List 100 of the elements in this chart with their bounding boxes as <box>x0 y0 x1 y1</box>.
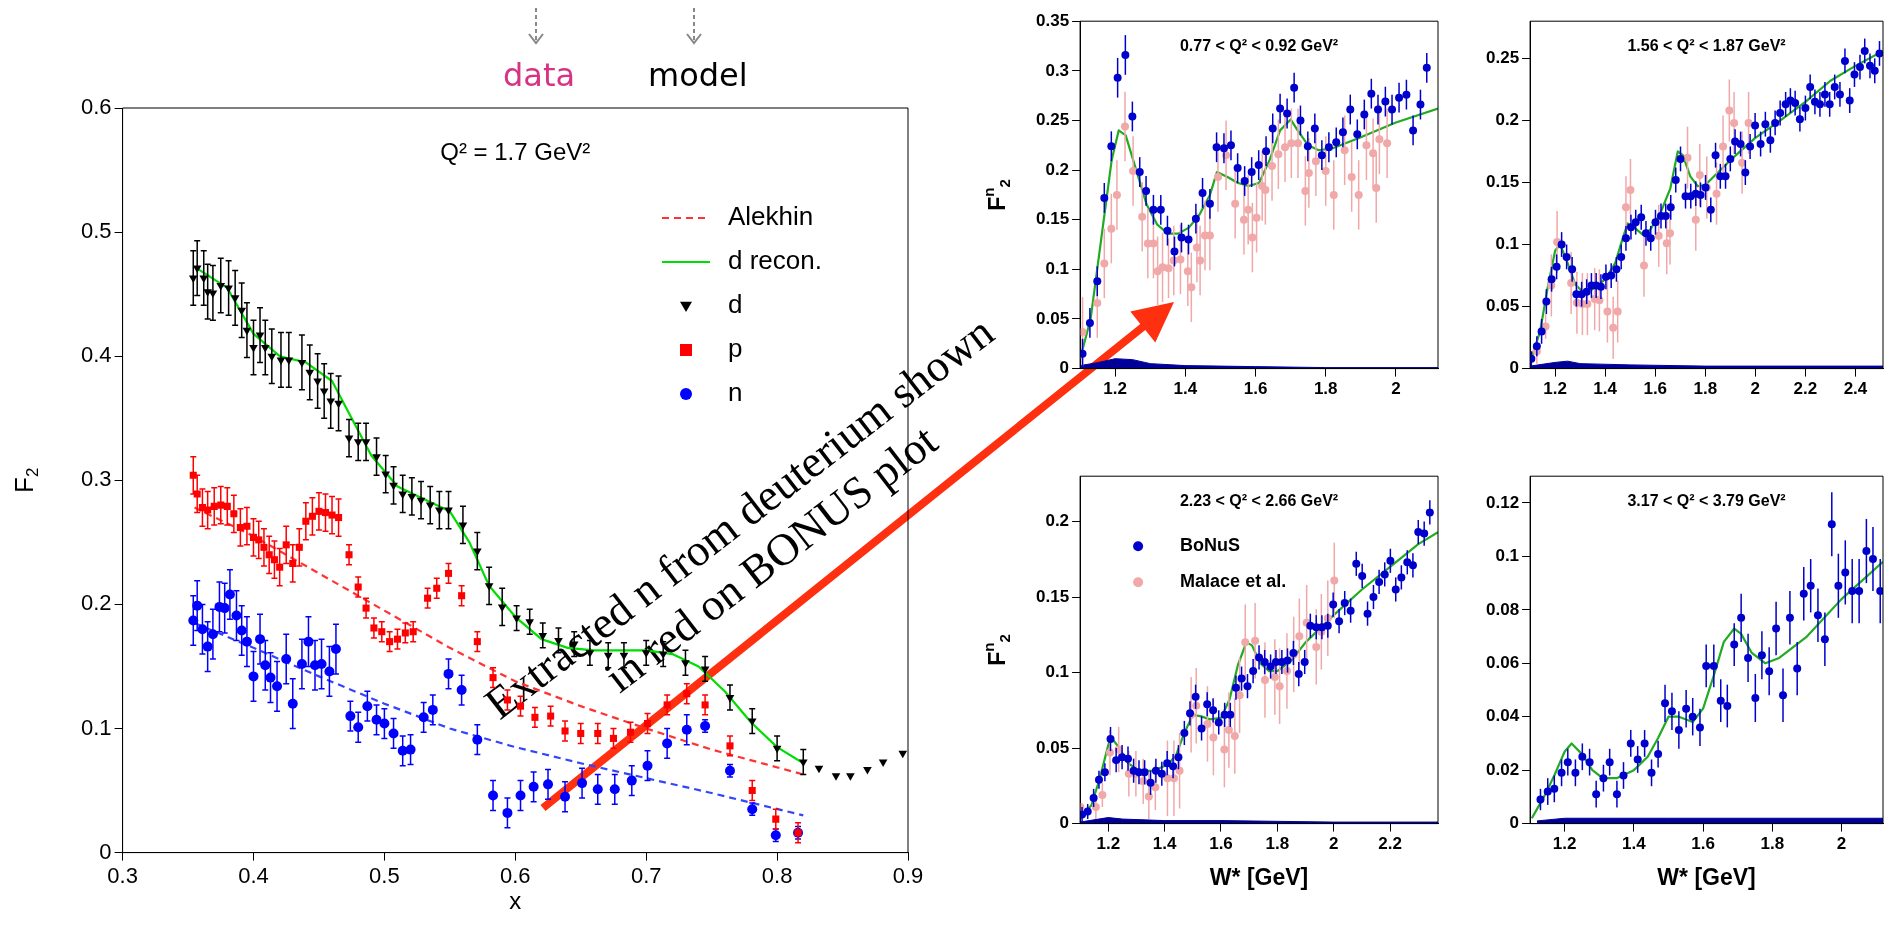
point <box>1149 239 1158 248</box>
point <box>1395 93 1404 102</box>
y-tick-label: 0.15 <box>1035 209 1070 229</box>
x-tick-label: 2 <box>1328 834 1339 854</box>
point <box>1374 105 1382 114</box>
point <box>1855 587 1864 596</box>
point <box>1785 613 1794 622</box>
point <box>267 353 277 362</box>
point <box>424 594 432 602</box>
point <box>1290 83 1299 92</box>
y-tick-label: 0.1 <box>1495 546 1520 566</box>
point <box>1209 733 1218 742</box>
point <box>1626 185 1635 194</box>
x-tick-label: 1.2 <box>1552 834 1577 854</box>
point <box>1233 164 1242 173</box>
point <box>560 791 571 802</box>
point <box>577 778 588 789</box>
y-axis-title: Fn2 <box>979 179 1014 211</box>
legend-label: d recon. <box>728 245 822 276</box>
point <box>386 638 394 646</box>
point <box>1230 732 1239 740</box>
point <box>1203 719 1212 728</box>
x-tick-label: 1.6 <box>1243 379 1268 399</box>
point <box>1683 153 1692 162</box>
point <box>276 357 286 365</box>
point <box>1247 168 1256 177</box>
point <box>388 728 399 739</box>
point <box>345 551 353 559</box>
point <box>1550 784 1559 793</box>
point <box>1311 157 1320 166</box>
y-tick-label: 0.4 <box>80 342 112 368</box>
point <box>1261 185 1270 194</box>
point <box>231 610 242 621</box>
point <box>814 765 824 774</box>
y-tick-label: 0.1 <box>1045 662 1070 682</box>
point <box>1192 243 1201 252</box>
point <box>393 635 402 643</box>
point <box>1702 661 1711 670</box>
point <box>1848 587 1857 596</box>
point <box>370 624 378 632</box>
point <box>282 541 290 549</box>
point <box>663 701 671 709</box>
point <box>243 522 251 530</box>
point <box>1138 212 1147 221</box>
point <box>1737 613 1746 622</box>
point <box>561 727 569 735</box>
point <box>1317 151 1326 160</box>
point <box>543 779 554 790</box>
point <box>1772 624 1781 633</box>
point <box>305 369 315 378</box>
point <box>1226 141 1235 150</box>
point <box>1252 213 1261 222</box>
point <box>1275 682 1284 691</box>
point <box>1177 233 1186 242</box>
y-tick-label: 0.05 <box>1035 737 1070 757</box>
y-tick-label: 0.2 <box>1045 159 1070 179</box>
point <box>1332 138 1341 147</box>
point <box>1536 795 1545 804</box>
point <box>1691 215 1700 224</box>
x-tick-label: 0.9 <box>892 862 924 888</box>
point <box>1321 167 1330 176</box>
point <box>642 760 653 771</box>
point <box>1757 651 1766 660</box>
point <box>1283 109 1292 118</box>
point <box>577 729 585 737</box>
text: 1.56 < Q² < 1.87 GeV² <box>1627 36 1786 54</box>
x-tick-label: 1.4 <box>1173 379 1198 399</box>
point <box>1730 640 1739 649</box>
legend-label: p <box>728 333 743 364</box>
point <box>1688 712 1697 721</box>
point <box>662 738 673 749</box>
point <box>1369 149 1378 158</box>
point <box>1375 135 1384 144</box>
point <box>1730 118 1739 127</box>
point <box>1338 128 1347 137</box>
point <box>456 685 467 696</box>
point <box>260 345 270 353</box>
point <box>1647 768 1656 777</box>
point <box>1599 774 1608 783</box>
point <box>207 629 218 640</box>
point <box>592 784 603 795</box>
point <box>1383 139 1392 148</box>
point <box>398 491 408 499</box>
y-tick-label: 0.15 <box>1035 586 1070 606</box>
point <box>626 728 635 736</box>
point <box>1585 758 1594 767</box>
point <box>594 729 602 737</box>
point <box>473 638 481 646</box>
point <box>188 615 199 626</box>
point <box>362 604 370 612</box>
point <box>1862 547 1871 556</box>
point <box>1296 116 1305 125</box>
x-tick-label: 1.4 <box>1593 379 1618 399</box>
point <box>473 548 482 557</box>
y-tick-label: 0.04 <box>1485 706 1520 726</box>
point <box>846 773 855 781</box>
point <box>189 471 197 479</box>
point <box>1340 146 1349 155</box>
point <box>1751 694 1760 702</box>
point <box>1654 231 1663 240</box>
